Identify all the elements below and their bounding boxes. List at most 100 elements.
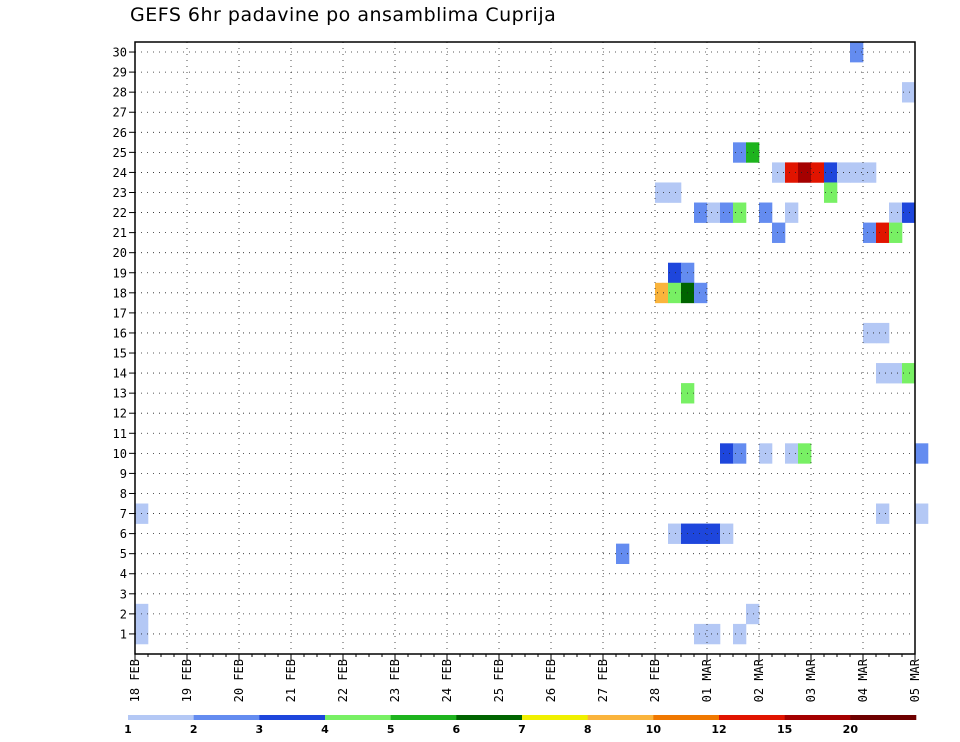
y-tick-label: 28 <box>113 86 127 100</box>
x-tick-label: 24 FEB <box>440 659 454 702</box>
y-tick-label: 15 <box>113 347 127 361</box>
heatmap-cell-m18-s41 <box>668 282 682 304</box>
y-tick-label: 6 <box>120 527 127 541</box>
y-tick-label: 4 <box>120 567 127 581</box>
heatmap-cell-m10-s45 <box>720 443 734 464</box>
y-tick-label: 12 <box>113 407 127 421</box>
y-tick-label: 5 <box>120 547 127 561</box>
heatmap-cell-m22-s59 <box>902 202 916 223</box>
heatmap-cell-m18-s40 <box>655 282 669 304</box>
x-tick-label: 23 FEB <box>388 659 402 702</box>
heatmap-cell-m22-s58 <box>889 202 903 223</box>
y-tick-label: 20 <box>113 246 127 260</box>
heatmap-cell-m22-s46 <box>733 202 747 223</box>
heatmap-cell-m21-s49 <box>772 222 786 243</box>
y-tick-label: 17 <box>113 306 127 320</box>
heatmap-cell-m21-s56 <box>863 222 877 243</box>
heatmap-cell-m14-s59 <box>902 363 916 384</box>
y-tick-label: 8 <box>120 487 127 501</box>
heatmap-cell-m21-s58 <box>889 222 903 243</box>
heatmap-cell-m1-s46 <box>733 623 747 645</box>
colorbar-swatch <box>522 715 588 720</box>
heatmap-cell-m22-s45 <box>720 202 734 223</box>
grid-lines <box>135 42 915 654</box>
heatmap-cell-m22-s50 <box>785 202 799 223</box>
heatmap-cell-m7-s57 <box>876 503 890 524</box>
colorbar-swatch <box>719 715 785 720</box>
y-tick-label: 9 <box>120 467 127 481</box>
heatmap-cell-m6-s43 <box>694 523 708 544</box>
x-tick-label: 05 MAR <box>908 658 922 702</box>
x-tick-label: 02 MAR <box>752 658 766 702</box>
heatmap-cell-m25-s47 <box>746 142 760 163</box>
heatmap-cell-m30-s55 <box>850 42 864 63</box>
plot-frame <box>134 41 916 655</box>
x-tick-label: 04 MAR <box>856 658 870 702</box>
colorbar-label: 1 <box>124 723 132 736</box>
colorbar-label: 7 <box>518 723 526 736</box>
colorbar-swatch <box>390 715 457 720</box>
heatmap-cell-m6-s45 <box>720 523 734 544</box>
colorbar-label: 4 <box>321 723 329 736</box>
colorbar-label: 20 <box>843 723 859 736</box>
heatmap-cell-m10-s51 <box>798 443 812 464</box>
x-tick-label: 01 MAR <box>700 658 714 702</box>
heatmap-cell-m24-s56 <box>863 162 877 183</box>
y-tick-label: 11 <box>113 427 127 441</box>
colorbar-swatch <box>587 715 654 720</box>
y-tick-label: 22 <box>113 206 127 220</box>
heatmap-cell-m19-s41 <box>668 262 682 284</box>
heatmap-cell-m24-s49 <box>772 162 786 183</box>
colorbar-swatch <box>325 715 391 720</box>
chart-title: GEFS 6hr padavine po ansamblima Cuprija <box>130 4 557 26</box>
y-tick-label: 18 <box>113 286 127 300</box>
y-tick-label: 14 <box>113 367 127 381</box>
heatmap-cell-m22-s44 <box>707 202 721 223</box>
y-tick-label: 27 <box>113 106 127 120</box>
heatmap-cell-m25-s46 <box>733 142 747 163</box>
x-tick-label: 28 FEB <box>648 659 662 702</box>
colorbar-label: 5 <box>387 723 395 736</box>
colorbar-label: 12 <box>711 723 726 736</box>
heatmap-cell-m23-s40 <box>655 182 669 203</box>
x-tick-label: 22 FEB <box>336 659 350 702</box>
colorbar-legend: 1 2 3 4 5 6 7 8 10 12 15 20 <box>124 715 917 736</box>
heatmap-cell-m23-s41 <box>668 182 682 203</box>
y-tick-label: 26 <box>113 126 127 140</box>
y-tick-label: 23 <box>113 186 127 200</box>
x-axis: 18 FEB 19 FEB 20 FEB 21 FEB 22 FEB 23 FEB 24 F… <box>128 654 922 702</box>
x-tick-label: 21 FEB <box>284 659 298 702</box>
x-tick-label: 25 FEB <box>492 659 506 702</box>
heatmap-cell-m1-s44 <box>707 623 721 645</box>
heatmap-cell-m23-s53 <box>824 182 838 203</box>
heatmap-cell-m1-s43 <box>694 623 708 645</box>
colorbar-label: 6 <box>453 723 461 736</box>
y-tick-label: 29 <box>113 66 127 80</box>
colorbar-label: 15 <box>777 723 792 736</box>
heatmap-cell-m2-s47 <box>746 603 760 625</box>
heatmap-cell-m10-s46 <box>733 443 747 464</box>
y-tick-label: 19 <box>113 266 127 280</box>
heatmap-cell-m10-s50 <box>785 443 799 464</box>
x-tick-label: 26 FEB <box>544 659 558 702</box>
y-axis: 1234567891011121314151617181920212223242… <box>113 46 135 641</box>
colorbar-label: 10 <box>646 723 662 736</box>
colorbar-swatch <box>653 715 720 720</box>
heatmap-cell-m21-s57 <box>876 222 890 243</box>
heatmap-cell-m5-s37 <box>616 543 630 565</box>
colorbar-swatch <box>456 715 523 720</box>
y-tick-label: 3 <box>120 587 127 601</box>
y-tick-label: 13 <box>113 387 127 401</box>
x-tick-label: 18 FEB <box>128 659 142 702</box>
heatmap-cell-m7-s60 <box>915 503 929 524</box>
heatmap-cell-m28-s59 <box>902 82 916 103</box>
colorbar-swatch <box>784 715 851 720</box>
heatmap-cell-m24-s52 <box>811 162 825 183</box>
heatmap-cell-m16-s57 <box>876 322 890 344</box>
x-tick-label: 27 FEB <box>596 659 610 702</box>
heatmap-cell-m24-s51 <box>798 162 812 183</box>
heatmap-cell-m14-s58 <box>889 363 903 384</box>
y-tick-label: 16 <box>113 326 127 340</box>
x-tick-label: 03 MAR <box>804 658 818 702</box>
